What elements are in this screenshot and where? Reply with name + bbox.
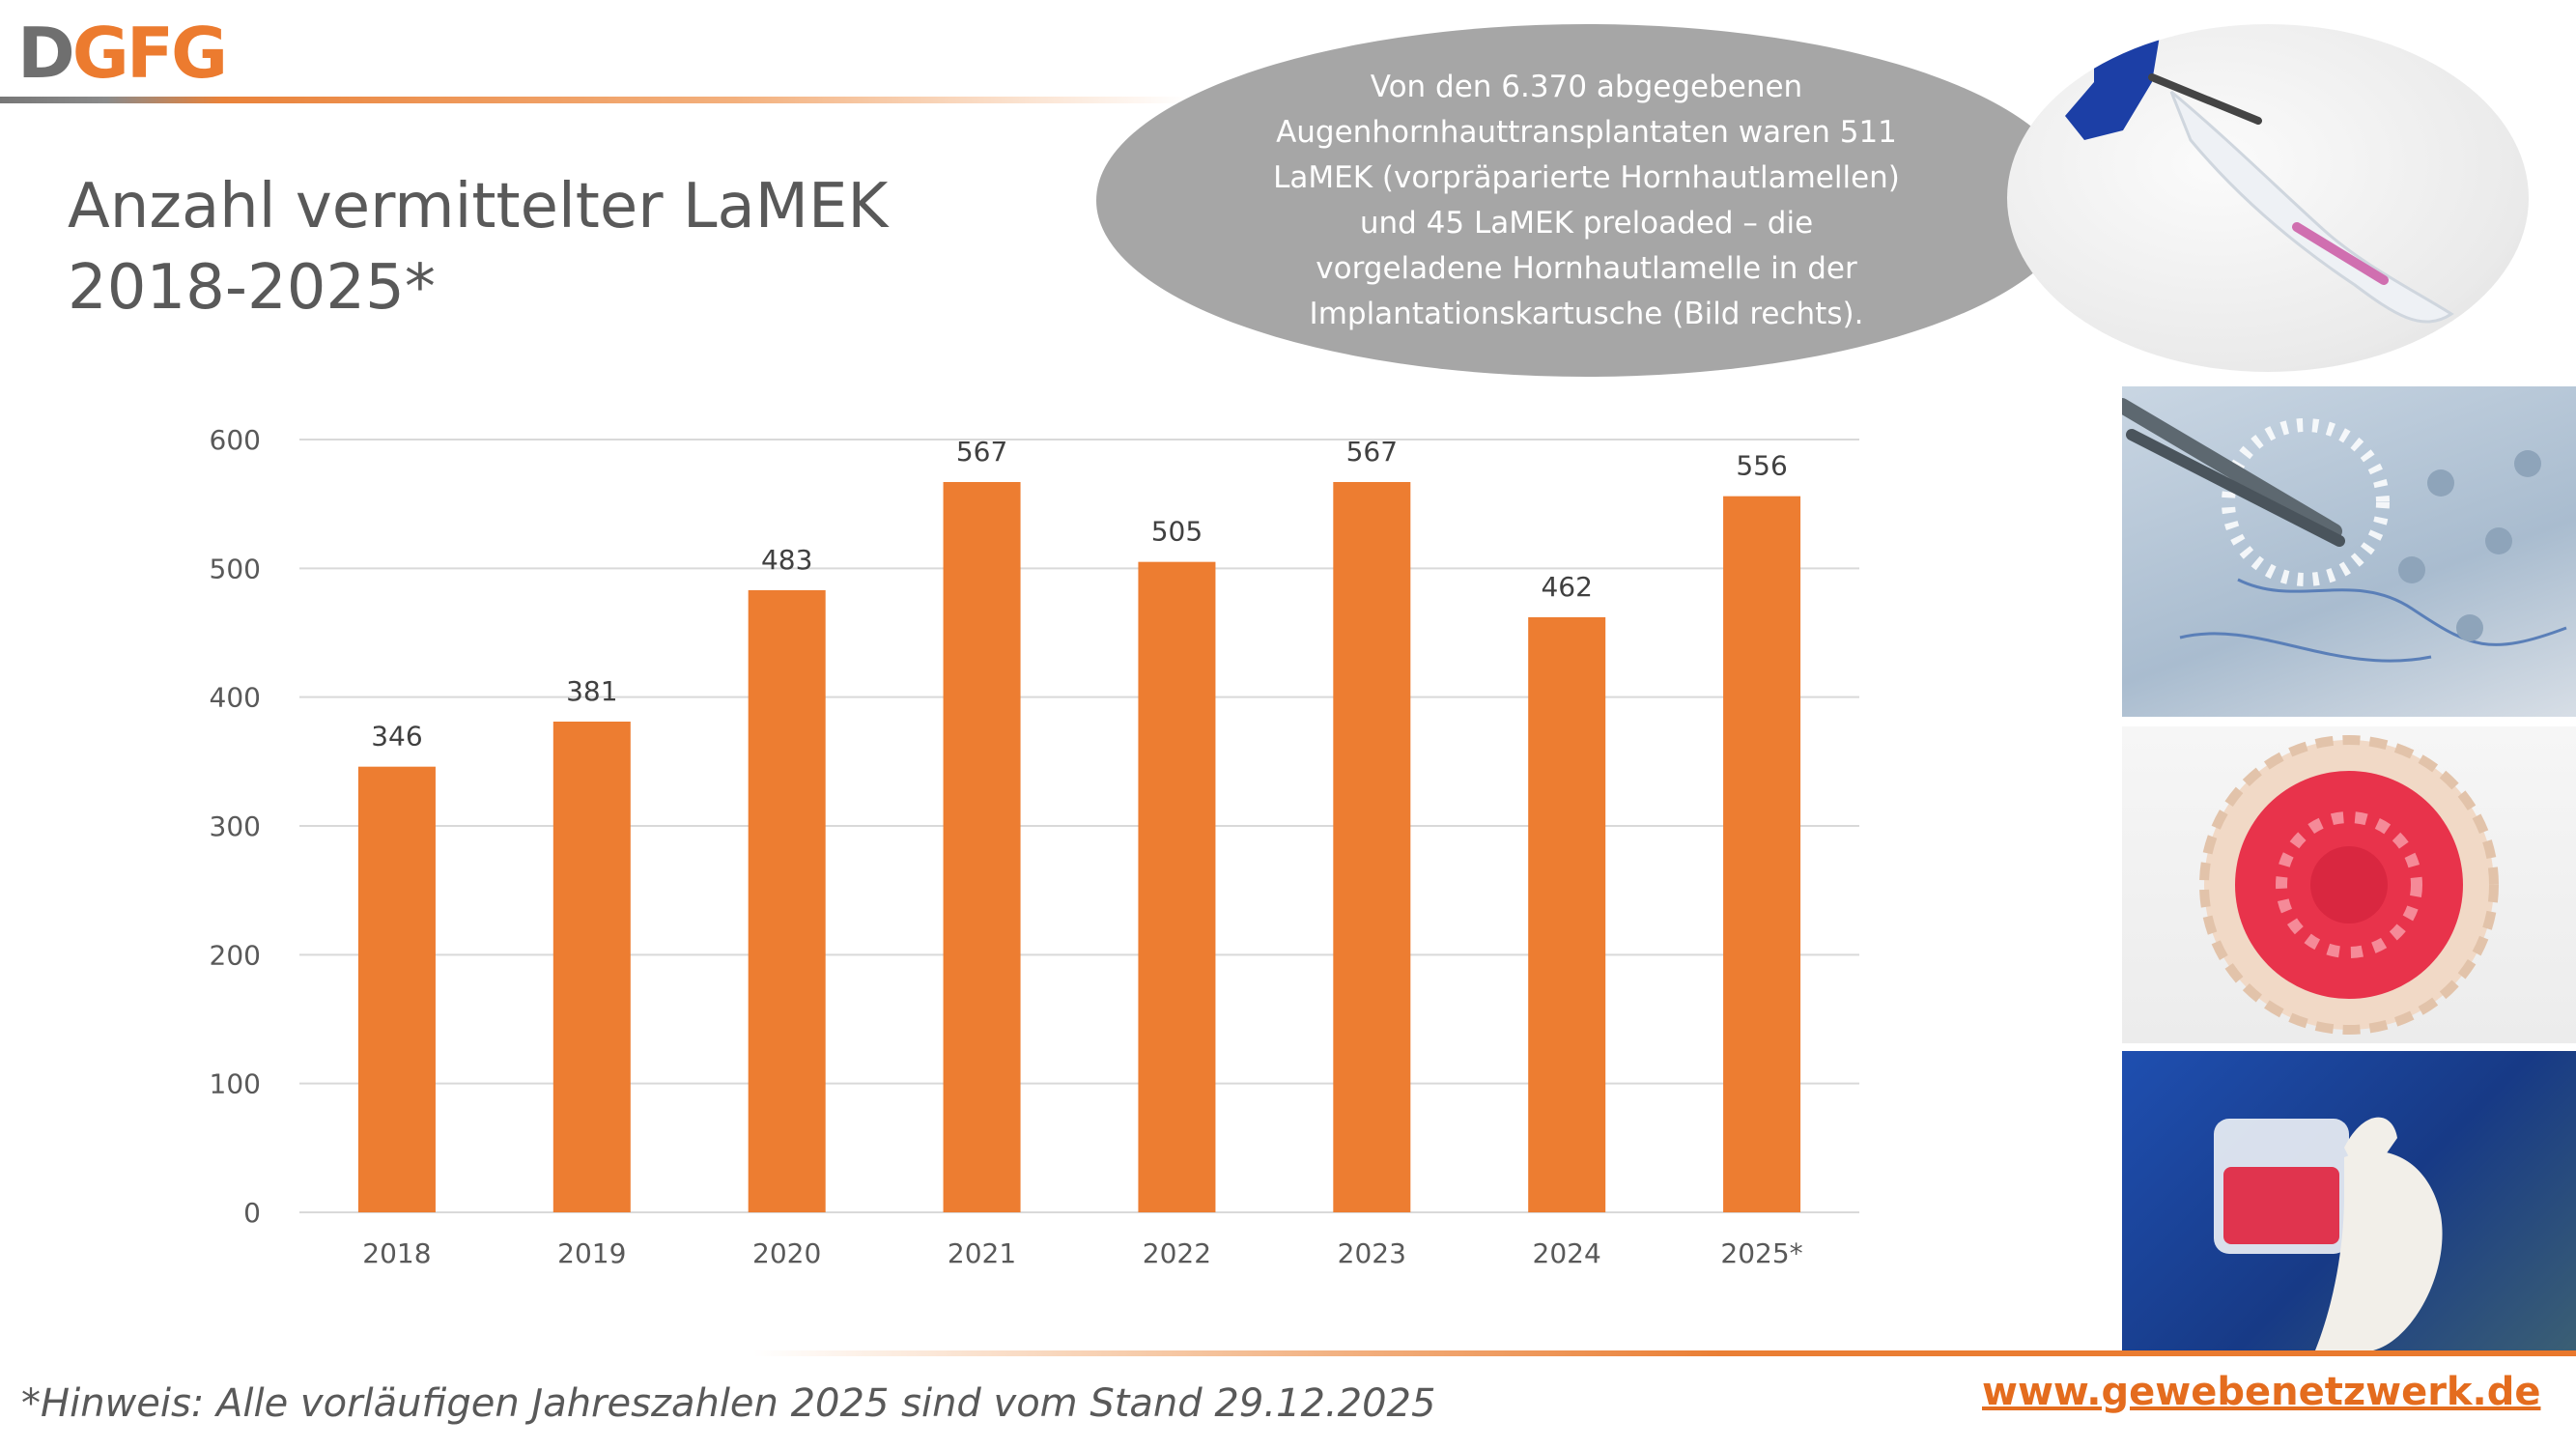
footnote: *Hinweis: Alle vorläufigen Jahreszahlen …	[21, 1381, 1436, 1426]
forceps-dish-photo-art	[2122, 398, 2567, 663]
bar	[552, 722, 631, 1212]
logo-letter-d: D	[17, 13, 75, 94]
bubble-line-6: Implantationskartusche (Bild rechts).	[1309, 296, 1864, 331]
bottom-divider	[753, 1350, 2576, 1356]
title-line-1: Anzahl vermittelter LaMEK	[68, 171, 889, 242]
bar	[748, 590, 826, 1212]
bar	[1333, 482, 1411, 1212]
website-link[interactable]: www.gewebenetzwerk.de	[1982, 1370, 2541, 1414]
x-tick-label: 2025*	[1720, 1237, 1802, 1269]
container-top-photo-art	[2199, 735, 2499, 1035]
container-top-photo	[2122, 726, 2576, 1043]
lamek-bar-chart: 0 100 200 300 400 500 600 346 381 483 567 505 567 46…	[210, 424, 1859, 1269]
data-label: 483	[761, 544, 812, 576]
bar	[943, 482, 1021, 1212]
y-tick-label: 600	[210, 424, 261, 456]
y-tick-label: 500	[210, 553, 261, 584]
bubble-line-1: Von den 6.370 abgegebenen	[1370, 69, 1803, 104]
bar	[357, 766, 436, 1212]
x-tick-label: 2019	[557, 1237, 626, 1269]
y-tick-label: 300	[210, 810, 261, 842]
cartridge-photo-art	[2065, 24, 2454, 324]
bar	[1138, 561, 1216, 1212]
y-tick-label: 0	[243, 1197, 261, 1229]
x-tick-label: 2018	[362, 1237, 431, 1269]
data-label: 462	[1541, 571, 1592, 603]
forceps-dish-photo	[2122, 386, 2576, 717]
cartridge-photo	[2007, 24, 2529, 372]
data-label: 556	[1736, 450, 1787, 482]
chart-bars	[357, 482, 1801, 1212]
bubble-line-4: und 45 LaMEK preloaded – die	[1359, 205, 1814, 241]
y-tick-label: 100	[210, 1068, 261, 1100]
info-bubble-text: Von den 6.370 abgegebenen Augenhornhautt…	[1273, 65, 1900, 337]
page-title: Anzahl vermittelter LaMEK 2018-2025*	[68, 166, 888, 328]
gloved-hand-photo-art	[2214, 1117, 2443, 1350]
title-line-2: 2018-2025*	[68, 252, 436, 324]
x-tick-label: 2022	[1143, 1237, 1211, 1269]
chart-data-labels: 346 381 483 567 505 567 462 556	[371, 436, 1788, 753]
chart-x-axis: 2018 2019 2020 2021 2022 2023 2024 2025*	[362, 1237, 1802, 1269]
gloved-hand-photo	[2122, 1051, 2576, 1350]
bar	[1723, 496, 1801, 1212]
y-tick-label: 400	[210, 682, 261, 714]
top-divider	[0, 97, 1188, 103]
data-label: 505	[1151, 516, 1203, 548]
data-label: 567	[956, 436, 1007, 468]
dgfg-logo: DGFG	[17, 18, 228, 88]
bubble-line-3: LaMEK (vorpräparierte Hornhautlamellen)	[1273, 159, 1900, 195]
x-tick-label: 2021	[948, 1237, 1016, 1269]
data-label: 567	[1346, 436, 1398, 468]
data-label: 381	[566, 675, 617, 707]
bar	[1528, 617, 1606, 1212]
bubble-line-2: Augenhornhauttransplantaten waren 511	[1276, 114, 1897, 150]
bubble-line-5: vorgeladene Hornhautlamelle in der	[1316, 250, 1857, 286]
x-tick-label: 2020	[752, 1237, 821, 1269]
chart-gridlines	[299, 439, 1859, 1213]
info-bubble: Von den 6.370 abgegebenen Augenhornhautt…	[1096, 24, 2077, 377]
logo-letters-gfg: GFG	[71, 13, 228, 94]
y-tick-label: 200	[210, 939, 261, 971]
x-tick-label: 2024	[1533, 1237, 1601, 1269]
x-tick-label: 2023	[1338, 1237, 1406, 1269]
data-label: 346	[371, 721, 422, 753]
chart-y-axis: 0 100 200 300 400 500 600	[210, 424, 261, 1229]
